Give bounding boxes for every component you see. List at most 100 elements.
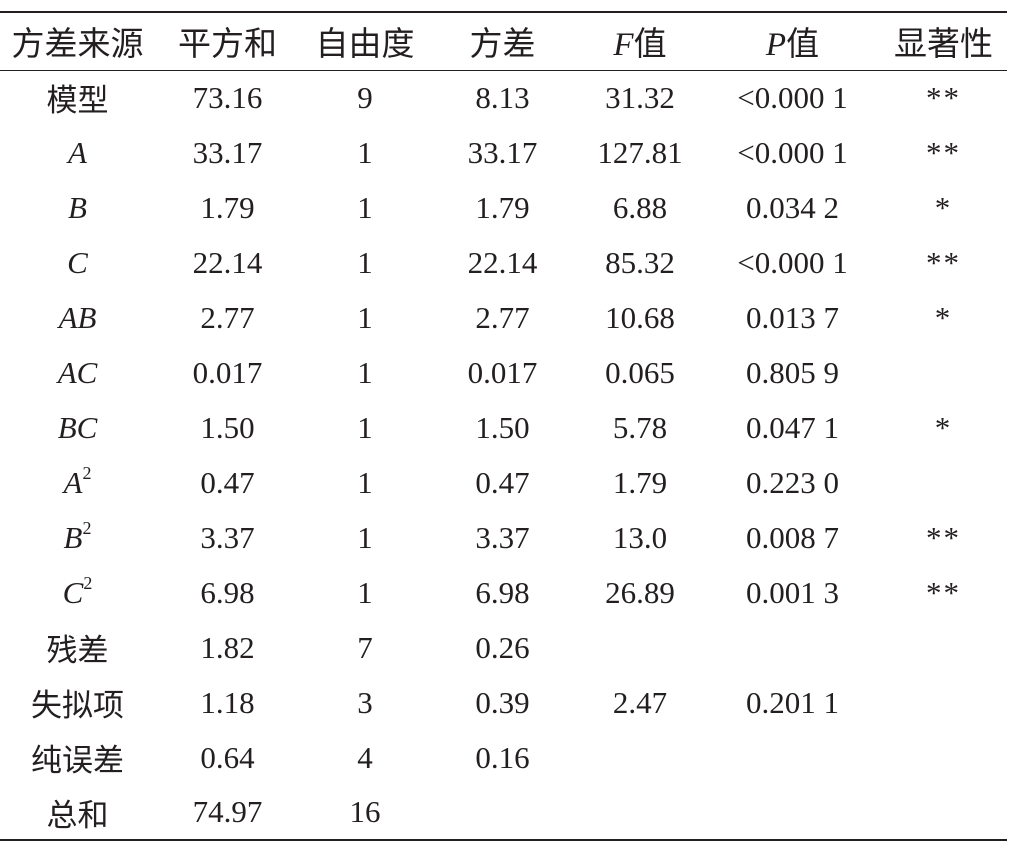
- cell-mean-square: 0.47: [475, 464, 530, 500]
- cell-sum-of-squares: 1.79: [200, 189, 255, 225]
- cell-f-value: [575, 785, 705, 841]
- cell-f-value: [575, 730, 705, 785]
- cell-source: C: [0, 235, 155, 290]
- cell-source: 失拟项: [0, 675, 155, 730]
- source-label: AC: [57, 354, 98, 390]
- header-p-value: P值: [705, 11, 880, 71]
- cell-sum-of-squares: 73.16: [192, 79, 263, 115]
- cell-degrees-of-freedom: 1: [357, 189, 373, 225]
- cell-sum-of-squares: 1.50: [200, 409, 255, 445]
- cell-mean-square: 0.16: [475, 739, 530, 775]
- cell-significance: **: [926, 574, 961, 610]
- cell-sum-of-squares: 0.47: [200, 464, 255, 500]
- table-row: A2 0.47 1 0.47 1.79 0.223 0: [0, 455, 1007, 510]
- cell-source: C2: [0, 565, 155, 620]
- cell-sum-of-squares: 0.017: [192, 354, 263, 390]
- cell-f-value: 26.89: [605, 574, 675, 610]
- source-label: B: [68, 189, 87, 225]
- cell-degrees-of-freedom: 4: [357, 739, 373, 775]
- table-header: 方差来源 平方和 自由度 方差 F值 P值 显著性: [0, 11, 1007, 71]
- cell-significance: [880, 620, 1007, 675]
- header-degrees-of-freedom: 自由度: [300, 11, 430, 71]
- cell-f-value: 127.81: [597, 134, 683, 170]
- header-f-suffix: 值: [633, 27, 667, 64]
- table-row: 纯误差 0.64 4 0.16: [0, 730, 1007, 785]
- cell-mean-square: 22.14: [467, 244, 538, 280]
- cell-p-value: 0.034 2: [746, 189, 839, 225]
- source-label: C: [67, 244, 88, 280]
- cell-source: 纯误差: [0, 730, 155, 785]
- cell-p-value: <0.000 1: [737, 244, 848, 280]
- cell-f-value: 10.68: [605, 299, 675, 335]
- table-row: AC 0.017 1 0.017 0.065 0.805 9: [0, 345, 1007, 400]
- source-label: 模型: [46, 83, 109, 119]
- cell-sum-of-squares: 1.82: [200, 629, 255, 665]
- cell-source: A: [0, 125, 155, 180]
- cell-p-value: [705, 785, 880, 841]
- cell-significance: [880, 730, 1007, 785]
- cell-degrees-of-freedom: 1: [357, 354, 373, 390]
- cell-source: AC: [0, 345, 155, 400]
- cell-p-value: 0.201 1: [746, 684, 839, 720]
- cell-sum-of-squares: 2.77: [200, 299, 255, 335]
- cell-degrees-of-freedom: 3: [357, 684, 373, 720]
- cell-f-value: 2.47: [612, 684, 668, 720]
- table-body: 模型 73.16 9 8.13 31.32 <0.000 1 ** A 33.17 1 33.17 1…: [0, 70, 1007, 841]
- cell-sum-of-squares: 6.98: [200, 574, 255, 610]
- cell-source: BC: [0, 400, 155, 455]
- cell-degrees-of-freedom: 1: [357, 134, 373, 170]
- cell-f-value: 5.78: [612, 409, 668, 445]
- cell-f-value: 85.32: [605, 244, 675, 280]
- source-label: 残差: [46, 633, 109, 668]
- cell-sum-of-squares: 0.64: [200, 739, 255, 775]
- header-f-value: F值: [575, 11, 705, 71]
- header-significance: 显著性: [880, 11, 1007, 71]
- cell-mean-square: 3.37: [475, 519, 530, 555]
- table-row: C2 6.98 1 6.98 26.89 0.001 3 **: [0, 565, 1007, 620]
- cell-source: 模型: [0, 70, 155, 125]
- source-exponent: 2: [83, 572, 93, 593]
- table-row: B 1.79 1 1.79 6.88 0.034 2 *: [0, 180, 1007, 235]
- header-mean-square: 方差: [430, 11, 575, 71]
- cell-sum-of-squares: 33.17: [192, 134, 263, 170]
- cell-f-value: 13.0: [612, 519, 668, 555]
- cell-source: B: [0, 180, 155, 235]
- anova-table: 方差来源 平方和 自由度 方差 F值 P值 显著性 模型 73.16 9 8.13 31…: [0, 11, 1007, 841]
- cell-p-value: 0.223 0: [746, 464, 839, 500]
- source-label: AB: [58, 299, 97, 335]
- cell-f-value: [575, 620, 705, 675]
- cell-p-value: <0.000 1: [737, 79, 848, 115]
- cell-f-value: 1.79: [612, 464, 668, 500]
- table-row: 失拟项 1.18 3 0.39 2.47 0.201 1: [0, 675, 1007, 730]
- source-exponent: 2: [82, 462, 92, 483]
- cell-f-value: 31.32: [605, 79, 675, 115]
- cell-significance: [880, 785, 1007, 841]
- table-row: 模型 73.16 9 8.13 31.32 <0.000 1 **: [0, 70, 1007, 125]
- cell-significance: **: [926, 134, 961, 170]
- cell-mean-square: 1.79: [475, 189, 530, 225]
- cell-sum-of-squares: 74.97: [155, 785, 300, 841]
- cell-mean-square: 2.77: [475, 299, 530, 335]
- cell-mean-square: 0.39: [475, 684, 530, 720]
- cell-significance: *: [934, 409, 953, 445]
- source-label: B: [63, 519, 83, 555]
- cell-p-value: 0.001 3: [746, 574, 839, 610]
- cell-significance: [880, 455, 1007, 510]
- cell-significance: **: [926, 79, 961, 115]
- header-sum-of-squares: 平方和: [155, 11, 300, 71]
- header-row: 方差来源 平方和 自由度 方差 F值 P值 显著性: [0, 11, 1007, 71]
- header-p-symbol: P: [765, 27, 787, 64]
- cell-source: B2: [0, 510, 155, 565]
- cell-mean-square: 6.98: [475, 574, 530, 610]
- cell-p-value: [705, 730, 880, 785]
- cell-mean-square: 0.017: [467, 354, 538, 390]
- source-label: 总和: [46, 797, 109, 833]
- cell-p-value: <0.000 1: [737, 134, 848, 170]
- cell-p-value: 0.008 7: [746, 519, 839, 555]
- cell-source: 残差: [0, 620, 155, 675]
- cell-sum-of-squares: 1.18: [200, 684, 255, 720]
- cell-degrees-of-freedom: 1: [357, 409, 373, 445]
- source-label: 失拟项: [31, 688, 124, 723]
- header-f-symbol: F: [613, 27, 634, 64]
- cell-mean-square: 8.13: [475, 79, 530, 115]
